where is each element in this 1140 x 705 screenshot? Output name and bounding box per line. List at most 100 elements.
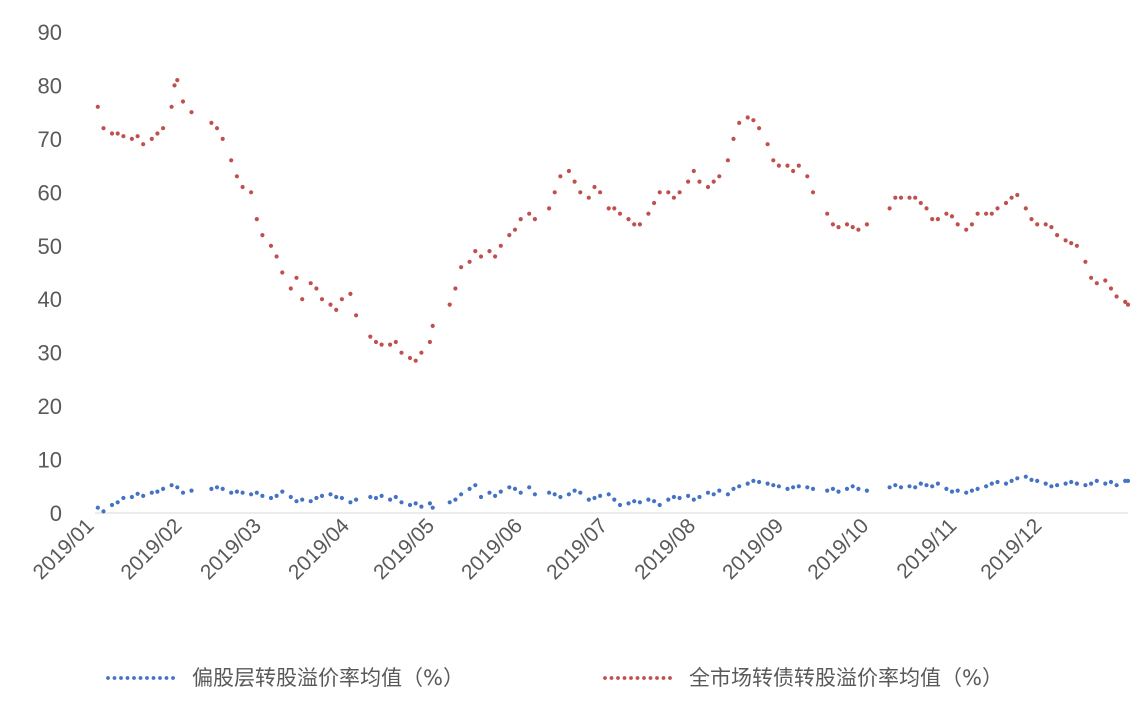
data-point <box>155 489 160 494</box>
data-point <box>751 478 756 483</box>
data-point <box>354 313 359 318</box>
data-point <box>578 190 583 195</box>
data-point <box>586 497 591 502</box>
data-point <box>626 501 631 506</box>
data-point <box>856 486 861 491</box>
data-point <box>717 488 722 493</box>
data-point <box>229 490 234 495</box>
data-point <box>473 249 478 254</box>
data-point <box>652 499 657 504</box>
data-point <box>453 286 458 291</box>
data-point <box>274 254 279 259</box>
data-point <box>637 500 643 505</box>
data-point <box>677 190 682 195</box>
data-point <box>893 483 898 488</box>
data-point <box>810 486 816 491</box>
data-point <box>1003 481 1009 486</box>
data-point <box>339 297 344 302</box>
data-point <box>175 78 180 83</box>
data-point <box>1023 206 1028 211</box>
data-point <box>459 492 464 497</box>
data-point <box>532 492 538 497</box>
data-point <box>393 494 398 500</box>
data-point <box>453 497 458 502</box>
y-tick-label: 40 <box>38 287 62 312</box>
data-point <box>169 483 174 488</box>
x-tick-label: 2019/08 <box>630 514 700 584</box>
data-point <box>547 490 552 495</box>
data-point <box>368 334 373 339</box>
data-point <box>705 490 711 495</box>
data-point <box>612 497 617 502</box>
data-point <box>552 190 557 195</box>
data-point <box>757 479 762 485</box>
x-tick-label: 2019/10 <box>803 514 873 584</box>
data-point <box>731 136 736 141</box>
data-point <box>1069 479 1074 485</box>
data-point <box>935 481 941 486</box>
data-point <box>907 484 912 489</box>
data-point <box>419 504 424 509</box>
data-point <box>949 489 955 494</box>
data-point <box>765 481 770 486</box>
x-axis-ticks: 2019/01 2019/02 2019/03 2019/04 2019/05 2019/… <box>29 514 1047 584</box>
data-point <box>354 497 359 502</box>
data-point <box>1049 484 1054 489</box>
data-point <box>944 486 949 491</box>
data-point <box>498 489 503 494</box>
data-point <box>995 206 1000 211</box>
legend-swatch <box>106 676 175 680</box>
data-point <box>918 200 923 206</box>
data-point <box>1029 217 1034 222</box>
legend-item: 偏股层转股溢价率均值（%） <box>106 666 464 690</box>
data-point <box>864 488 870 493</box>
data-point <box>586 195 591 200</box>
data-point <box>671 195 677 200</box>
data-point <box>95 505 100 510</box>
data-point <box>388 497 393 502</box>
data-point <box>677 495 682 501</box>
data-point <box>1125 302 1131 307</box>
data-point <box>697 494 702 500</box>
data-point <box>1043 222 1048 227</box>
data-point <box>512 227 518 232</box>
data-point <box>240 184 245 190</box>
y-tick-label: 0 <box>50 501 62 526</box>
data-point <box>393 339 398 345</box>
data-point <box>220 486 225 491</box>
data-point <box>856 227 861 232</box>
data-point <box>796 163 801 168</box>
x-tick-label: 2019/01 <box>29 514 99 584</box>
data-point <box>751 118 756 123</box>
data-point <box>169 104 174 109</box>
data-point <box>430 323 435 328</box>
data-point <box>725 158 731 163</box>
data-point <box>155 131 160 136</box>
data-point <box>1009 478 1014 483</box>
data-point <box>893 195 898 200</box>
data-point <box>135 491 140 496</box>
series-1 <box>95 474 1131 514</box>
data-point <box>924 483 929 488</box>
y-tick-label: 80 <box>38 73 62 98</box>
data-point <box>898 195 904 200</box>
data-point <box>141 142 146 147</box>
data-point <box>129 136 134 141</box>
x-tick-label: 2019/04 <box>284 514 354 584</box>
data-point <box>913 485 918 490</box>
data-point <box>149 490 154 495</box>
legend-label: 全市场转债转股溢价率均值（%） <box>689 666 1003 690</box>
data-point <box>1043 481 1048 486</box>
data-point <box>373 339 379 345</box>
data-point <box>527 211 532 216</box>
y-axis-ticks: 0 10 20 30 40 50 60 70 80 90 <box>38 20 62 526</box>
data-point <box>214 126 220 131</box>
data-point <box>388 342 393 347</box>
data-point <box>666 497 671 502</box>
data-point <box>691 168 696 174</box>
data-point <box>368 494 373 500</box>
x-tick-label: 2019/07 <box>542 514 612 584</box>
data-point <box>711 492 716 497</box>
data-point <box>717 174 722 179</box>
data-point <box>907 195 912 200</box>
